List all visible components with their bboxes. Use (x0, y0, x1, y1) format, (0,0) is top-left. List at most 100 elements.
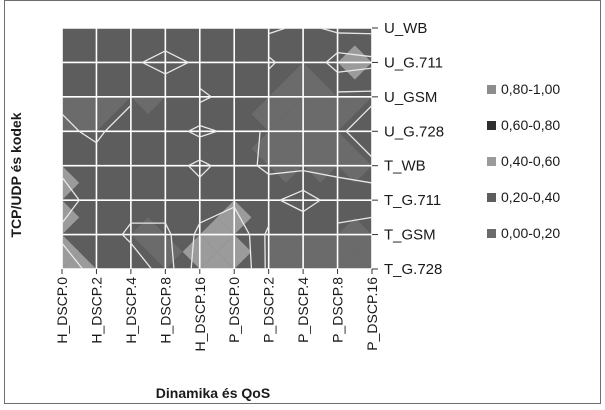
heatmap-cell-left (199, 131, 217, 166)
heatmap-cell-top (96, 62, 131, 80)
heatmap-cell-bottom (199, 45, 235, 63)
heatmap-cell-top (199, 96, 235, 115)
contour-segment (268, 27, 287, 35)
contour-segment (337, 90, 373, 93)
contour-segment (61, 242, 84, 270)
contour-segment (302, 199, 321, 213)
heatmap-cell-right (217, 234, 235, 269)
heatmap-cell-bottom (199, 148, 235, 166)
legend: 0,80-1,00 0,60-0,80 0,40-0,60 0,20-0,40 0,00… (487, 81, 560, 241)
heatmap-cell-bottom (268, 217, 304, 235)
heatmap-cell-top (199, 28, 235, 46)
heatmap-cell-right (182, 131, 200, 166)
heatmap-cell-top (337, 96, 372, 115)
heatmap-cell-right (354, 165, 372, 201)
heatmap-cell-top (303, 131, 338, 149)
x-tick-label: H_DSCP.0 (54, 277, 70, 344)
x-tick-label: H_DSCP.16 (192, 277, 208, 352)
heatmap-cell-bottom (96, 148, 131, 166)
heatmap-cell-left (303, 165, 321, 201)
contour-segment (199, 206, 235, 224)
heatmap-cell-right (320, 28, 338, 63)
heatmap-cell-top (96, 165, 131, 183)
heatmap-cell-top (268, 131, 304, 149)
x-tick-label: P_DSCP.8 (330, 277, 346, 343)
heatmap-cell-bottom (337, 182, 372, 201)
heatmap-cell-right (182, 234, 200, 269)
contour-segment (325, 61, 338, 73)
heatmap-cell-top (303, 200, 338, 218)
heatmap-cell-left (130, 131, 149, 166)
heatmap-cell-right (285, 234, 304, 269)
y-tick-label: T_WB (384, 158, 426, 175)
heatmap-cell-left (130, 96, 149, 132)
heatmap-cell-left (337, 96, 355, 132)
heatmap-cell-bottom (199, 251, 235, 269)
contour-segment (61, 199, 80, 224)
heatmap-cell-bottom (337, 45, 372, 63)
heatmap-cell-bottom (268, 79, 304, 97)
x-axis-title: Dinamika és QoS (156, 385, 270, 401)
heatmap-cell-top (337, 165, 372, 183)
heatmap-cell-right (79, 28, 97, 63)
heatmap-cell-left (130, 165, 149, 201)
contour-segment (61, 176, 80, 201)
heatmap-cell-bottom (234, 148, 269, 166)
y-tick-label: T_G.711 (384, 192, 441, 209)
heatmap-cell-bottom (303, 251, 338, 269)
heatmap-cell-left (62, 200, 80, 235)
heatmap-cell-bottom (337, 79, 372, 97)
heatmap-cell-left (234, 96, 252, 132)
y-tick-label: U_GSM (384, 89, 437, 106)
legend-label: 0,80-1,00 (501, 81, 560, 97)
heatmap-cell-bottom (96, 251, 131, 269)
heatmap-cell-bottom (303, 114, 338, 132)
y-axis-title: TCP/UDP és kodek (8, 112, 24, 237)
heatmap-cell-left (337, 28, 355, 63)
heatmap-cell-left (303, 131, 321, 166)
heatmap-cell-top (96, 200, 131, 218)
heatmap-cell-top (130, 96, 166, 115)
x-tick-label: P_DSCP.16 (364, 277, 380, 351)
heatmap-cell-top (199, 165, 235, 183)
heatmap-cell-bottom (234, 79, 269, 97)
heatmap-cell-top (268, 200, 304, 218)
heatmap-cell-left (199, 96, 217, 132)
contour-segment (199, 130, 218, 138)
heatmap-cell-bottom (165, 217, 200, 235)
heatmap-cell-right (79, 200, 97, 235)
heatmap-cell-top (303, 28, 338, 46)
heatmap-cell-top (62, 165, 97, 183)
heatmap-cell-left (62, 165, 80, 201)
heatmap-cell-top (268, 62, 304, 80)
y-tick-label: U_WB (384, 20, 427, 37)
heatmap-cell-top (337, 62, 372, 80)
heatmap-cell-left (165, 200, 183, 235)
heatmap-cell-right (217, 165, 235, 201)
heatmap-cell-left (62, 62, 80, 97)
contour-segment (268, 61, 277, 70)
heatmap-cell-bottom (199, 217, 235, 235)
heatmap-cell-bottom (130, 114, 166, 132)
heatmap-cell-bottom (96, 182, 131, 201)
contour-segment (61, 113, 80, 132)
heatmap-cell-bottom (199, 114, 235, 132)
heatmap-cell-top (165, 131, 200, 149)
legend-label: 0,20-0,40 (501, 189, 560, 205)
heatmap-cell-bottom (268, 148, 304, 166)
heatmap-cell-bottom (337, 148, 372, 166)
contour-segment (190, 234, 195, 270)
heatmap-cell-top (234, 200, 269, 218)
heatmap-cell-top (337, 234, 372, 252)
heatmap-cell-right (354, 28, 372, 63)
heatmap-cell-bottom (62, 79, 97, 97)
heatmap-cell-top (96, 234, 131, 252)
heatmap-cell-bottom (62, 45, 97, 63)
heatmap-cell-bottom (96, 217, 131, 235)
heatmap-cell-left (268, 131, 286, 166)
contour-segment (188, 124, 201, 132)
contour-segment (170, 234, 175, 270)
heatmap-cell-right (148, 200, 166, 235)
heatmap-cell-top (303, 234, 338, 252)
